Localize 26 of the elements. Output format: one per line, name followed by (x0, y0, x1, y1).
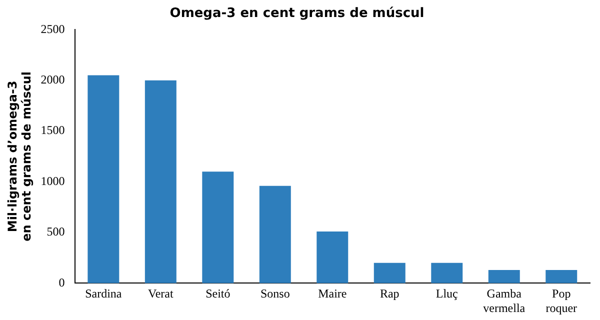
y-tick-label: 500 (46, 224, 65, 239)
y-tick-label: 2000 (40, 72, 65, 86)
x-tick-label: Sonso (260, 286, 290, 301)
y-axis-title: Mil·ligrams d’omega-3 en cent grams de múscul (5, 71, 34, 242)
x-tick-label: Verat (148, 286, 174, 301)
x-tick-label: Lluç (436, 286, 458, 301)
bar (431, 262, 463, 284)
x-tick-label: Maire (318, 286, 347, 301)
x-tick-label: Gamba vermella (483, 286, 526, 315)
bar (88, 75, 120, 284)
bar (202, 172, 234, 284)
x-tick-label: Seitó (206, 286, 230, 301)
bar (316, 231, 348, 284)
bar (144, 80, 176, 284)
x-tick-label: Pop roquer (546, 286, 578, 315)
bar (259, 186, 291, 284)
chart-title: Omega-3 en cent grams de múscul (170, 6, 424, 22)
x-tick-label: Sardina (85, 286, 122, 301)
x-tick-label: Rap (380, 286, 400, 301)
y-tick-label: 2500 (40, 22, 65, 36)
y-tick-label: 0 (58, 275, 65, 290)
bar (546, 270, 578, 284)
y-tick-label: 1000 (40, 174, 65, 188)
y-tick-label: 1500 (40, 123, 65, 138)
bar (488, 270, 520, 284)
bar (374, 262, 406, 284)
